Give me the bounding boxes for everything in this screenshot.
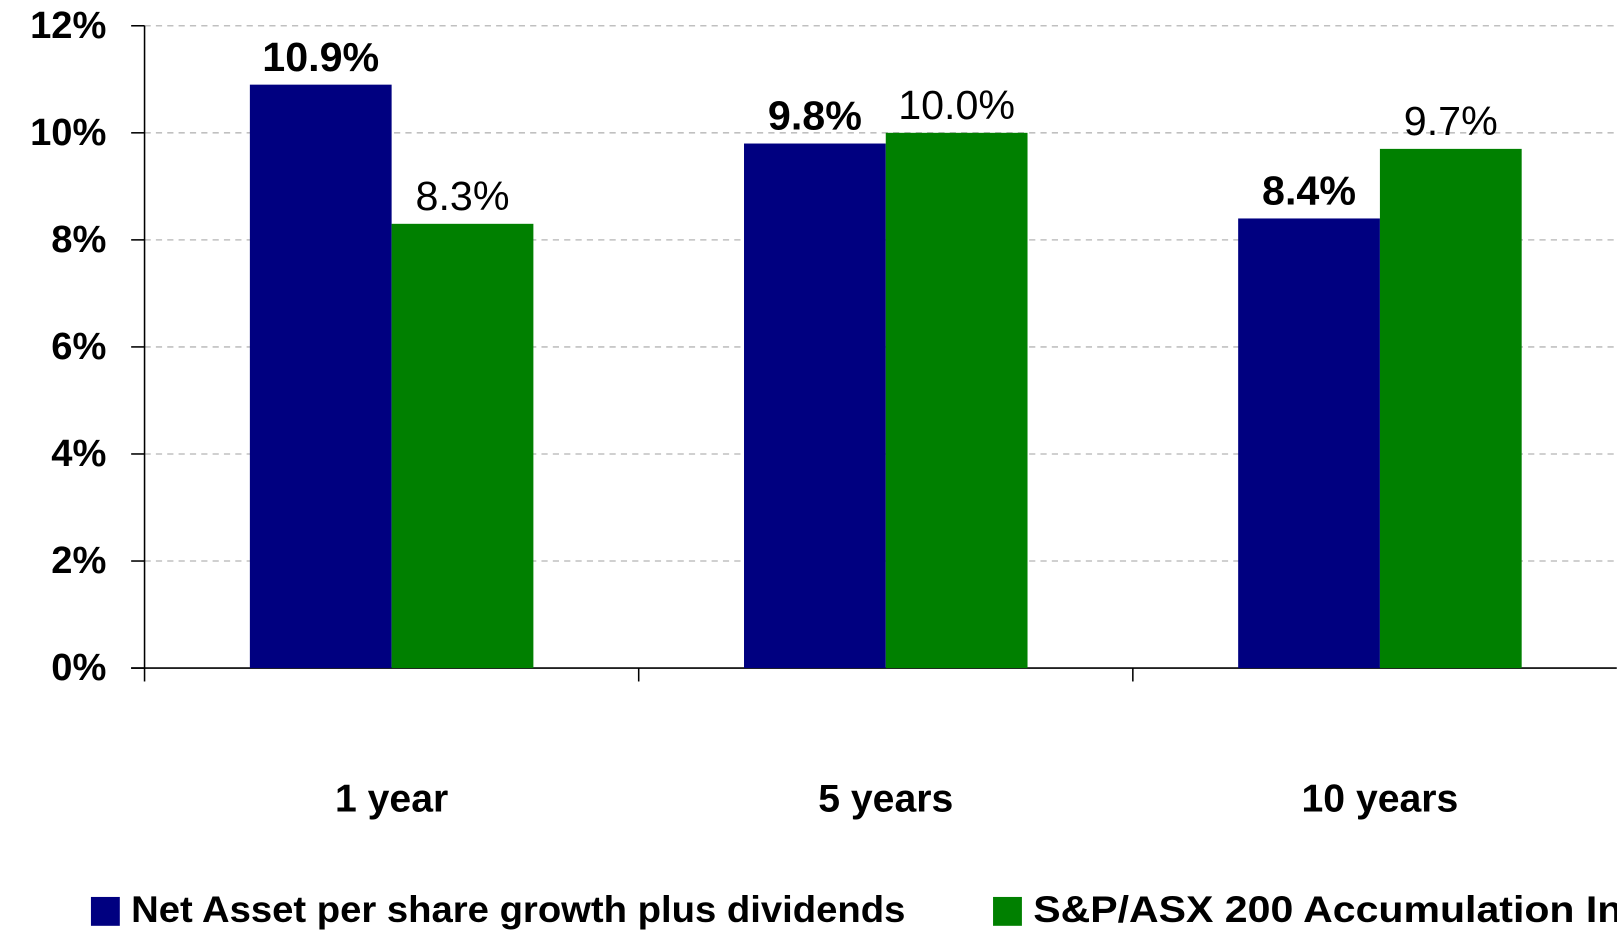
x-tick-label: 1 year — [335, 777, 448, 820]
data-label: 9.8% — [768, 93, 862, 139]
legend-swatch — [90, 896, 120, 926]
y-tick-label: 4% — [51, 432, 106, 475]
y-tick-label: 12% — [30, 4, 106, 47]
x-tick-label: 5 years — [818, 777, 953, 820]
legend-swatch — [993, 896, 1022, 926]
bar — [744, 143, 886, 669]
x-tick-label: 10 years — [1302, 777, 1459, 820]
y-tick-label: 6% — [51, 325, 106, 368]
bar — [391, 223, 534, 669]
data-label: 9.7% — [1404, 98, 1498, 144]
y-tick-label: 8% — [51, 218, 106, 261]
bar — [885, 132, 1028, 669]
y-tick-label: 2% — [51, 539, 106, 582]
data-label: 10.0% — [898, 82, 1015, 128]
data-label: 10.9% — [262, 34, 379, 80]
y-tick-label: 10% — [30, 111, 106, 154]
legend-label: Net Asset per share growth plus dividend… — [131, 888, 905, 930]
data-label: 8.3% — [416, 173, 510, 219]
bar — [1238, 218, 1380, 669]
y-tick-label: 0% — [51, 646, 106, 689]
bar — [1379, 148, 1522, 669]
legend-label: S&P/ASX 200 Accumulation Index — [1033, 888, 1617, 930]
bar — [249, 84, 392, 669]
data-label: 8.4% — [1262, 168, 1356, 214]
